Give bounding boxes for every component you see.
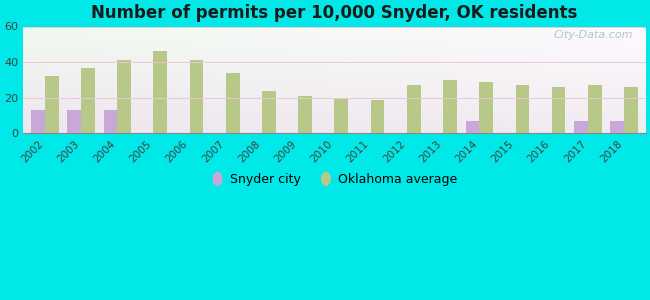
Title: Number of permits per 10,000 Snyder, OK residents: Number of permits per 10,000 Snyder, OK … <box>91 4 578 22</box>
Bar <box>588 85 602 134</box>
Bar <box>81 68 95 134</box>
Bar <box>153 52 167 134</box>
Bar <box>574 121 588 134</box>
Bar <box>610 121 624 134</box>
Bar <box>465 121 479 134</box>
Bar <box>45 76 58 134</box>
Bar <box>31 110 45 134</box>
Bar <box>103 110 117 134</box>
Bar <box>298 96 312 134</box>
Bar <box>407 85 421 134</box>
Bar <box>624 87 638 134</box>
Bar <box>68 110 81 134</box>
Bar <box>117 60 131 134</box>
Bar <box>190 60 203 134</box>
Bar <box>479 82 493 134</box>
Bar <box>226 73 240 134</box>
Bar <box>262 91 276 134</box>
Bar <box>443 80 457 134</box>
Bar <box>370 100 384 134</box>
Legend: Snyder city, Oklahoma average: Snyder city, Oklahoma average <box>206 168 463 191</box>
Bar <box>552 87 566 134</box>
Bar <box>335 98 348 134</box>
Bar <box>515 85 529 134</box>
Text: City-Data.com: City-Data.com <box>554 30 633 40</box>
